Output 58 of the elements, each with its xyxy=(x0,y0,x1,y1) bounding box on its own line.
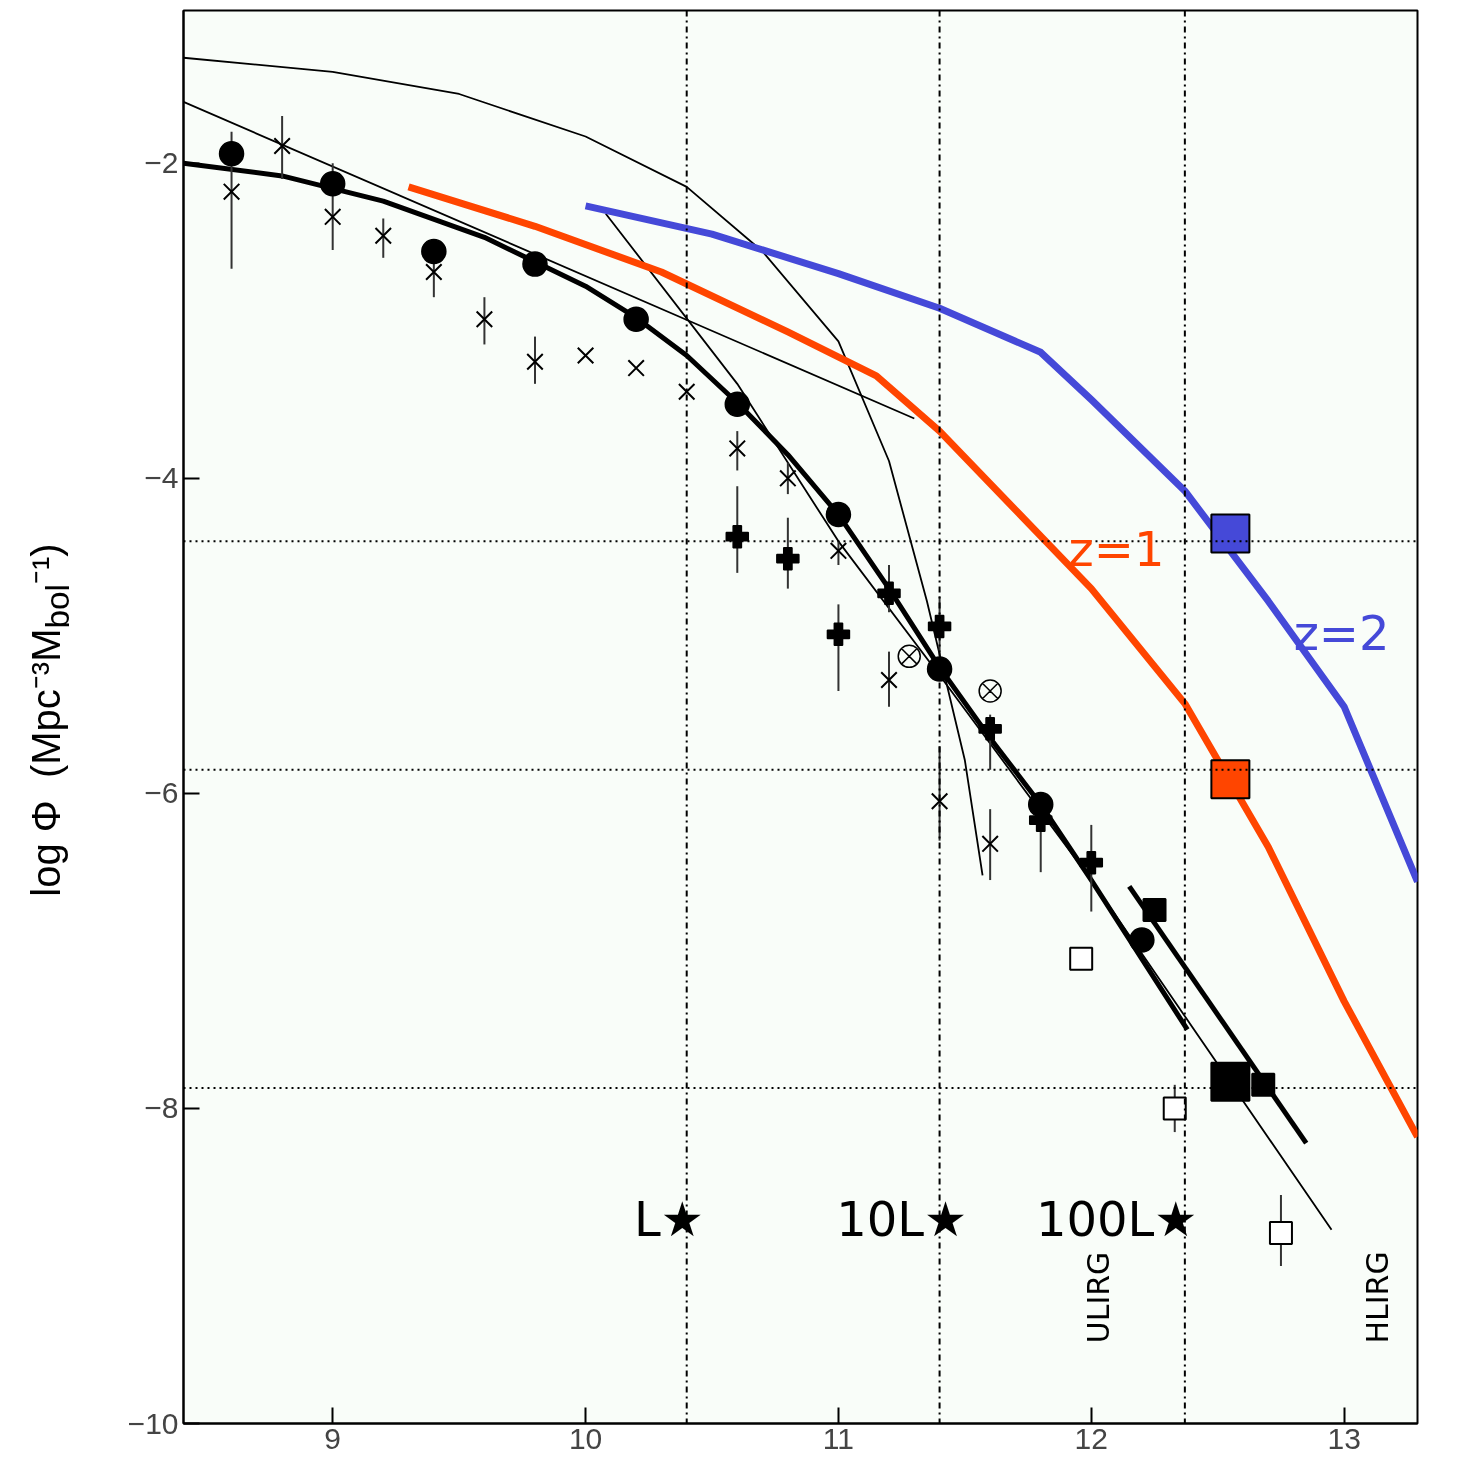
annotation: z=1 xyxy=(1068,521,1165,578)
point xyxy=(724,391,751,418)
x-tick-label: 11 xyxy=(822,1421,855,1455)
point xyxy=(978,679,1002,703)
point xyxy=(323,208,342,226)
point xyxy=(425,263,443,281)
point xyxy=(526,353,544,371)
annotation: ULIRG xyxy=(1081,1251,1117,1344)
annotation: L★ xyxy=(634,1190,704,1247)
point xyxy=(826,622,851,647)
point xyxy=(1210,513,1251,554)
point xyxy=(273,137,291,155)
point xyxy=(978,717,1002,741)
x-tick-label: 10 xyxy=(568,1421,603,1455)
x-tick-label: 12 xyxy=(1074,1421,1108,1455)
point xyxy=(1210,759,1251,800)
y-tick-label: −6 xyxy=(144,776,179,810)
point xyxy=(522,251,548,277)
y-tick-label: −4 xyxy=(144,461,179,495)
y-tick-label: −2 xyxy=(144,146,179,180)
point xyxy=(623,306,649,332)
annotation: HLIRG xyxy=(1359,1251,1395,1344)
point xyxy=(1142,897,1167,922)
point xyxy=(880,671,898,689)
point xyxy=(825,501,852,528)
point xyxy=(1268,1220,1293,1245)
point xyxy=(779,469,797,488)
point xyxy=(725,524,750,549)
y-tick-label: −8 xyxy=(144,1091,179,1125)
point xyxy=(1027,791,1054,818)
point xyxy=(222,182,241,201)
point xyxy=(319,171,346,197)
point xyxy=(475,310,494,329)
point xyxy=(1162,1096,1187,1121)
point xyxy=(930,792,949,811)
point xyxy=(897,644,921,669)
point xyxy=(776,546,800,571)
point xyxy=(1069,946,1094,971)
x-tick-label: 13 xyxy=(1327,1421,1361,1455)
point xyxy=(981,835,999,853)
point xyxy=(829,542,848,560)
point xyxy=(576,346,595,365)
point xyxy=(1251,1072,1276,1097)
point xyxy=(877,581,901,606)
annotation: 100L★ xyxy=(1035,1190,1198,1247)
point xyxy=(421,238,447,265)
point xyxy=(374,226,393,245)
point xyxy=(926,656,953,682)
x-tick-label: 9 xyxy=(324,1421,342,1455)
point xyxy=(1129,927,1155,953)
point xyxy=(627,359,645,377)
point xyxy=(218,141,245,167)
point xyxy=(677,382,696,401)
point xyxy=(728,439,747,458)
y-tick-label: −10 xyxy=(127,1406,179,1440)
point xyxy=(1210,1061,1251,1102)
annotation: 10L★ xyxy=(836,1190,968,1247)
point xyxy=(1079,850,1104,875)
